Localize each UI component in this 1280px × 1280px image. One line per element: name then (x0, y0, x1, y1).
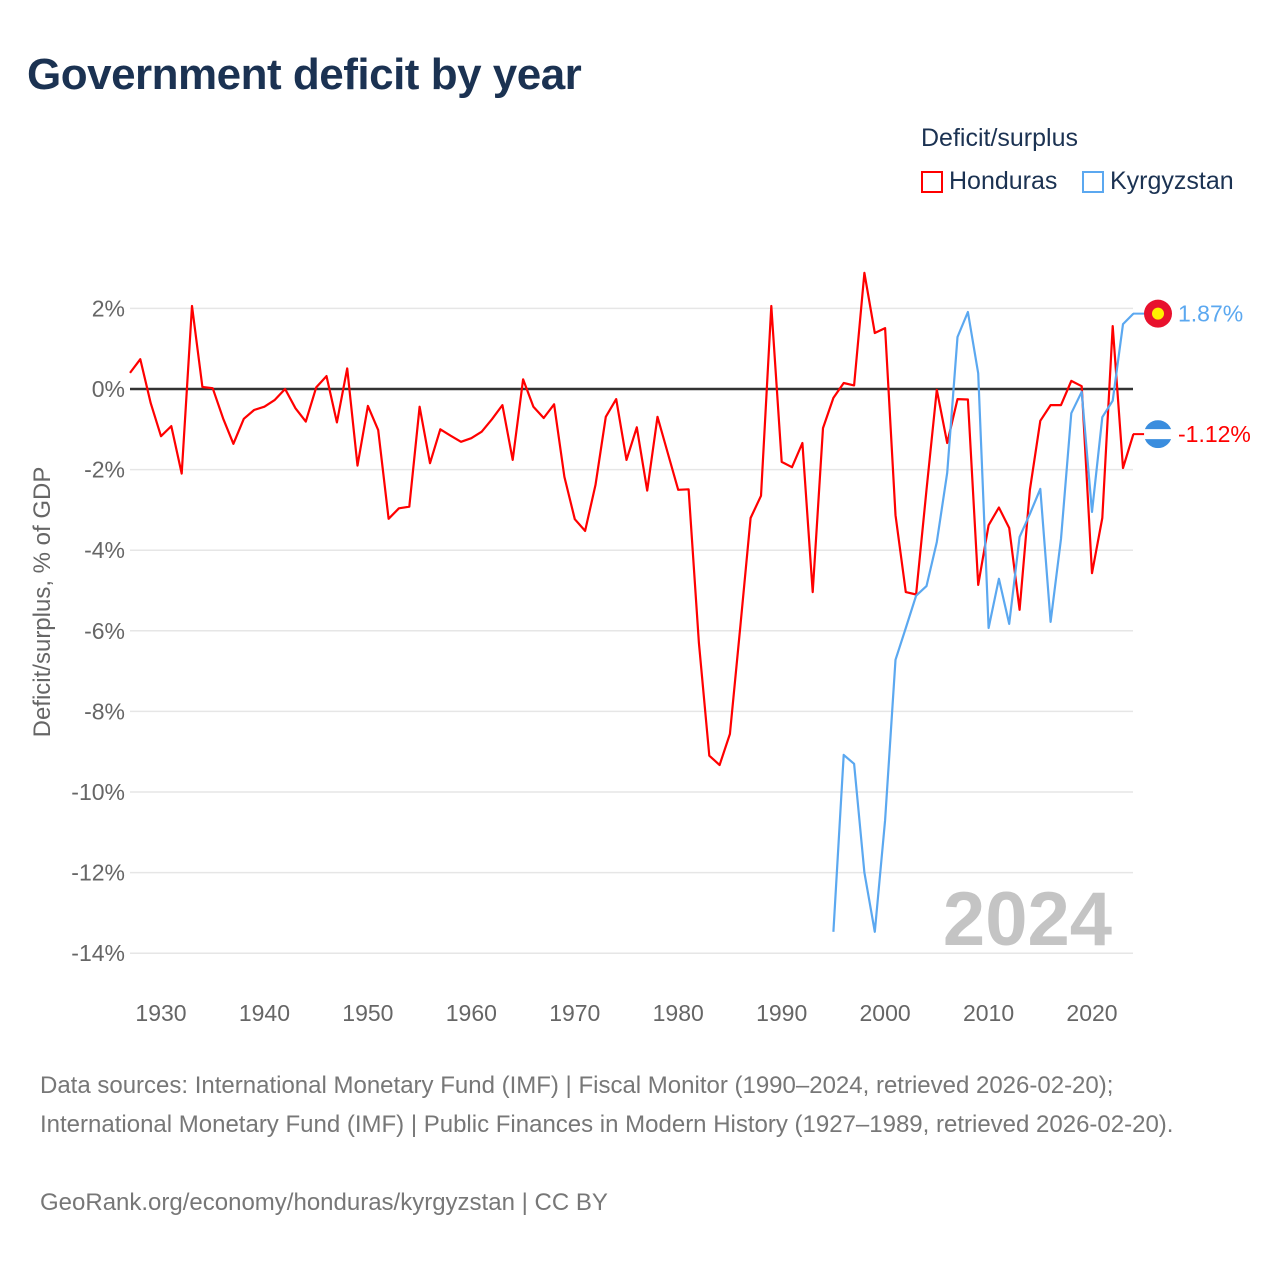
y-tick-label: 2% (92, 295, 125, 321)
series-line-kyrgyzstan (832, 310, 1135, 933)
y-tick-label: -6% (84, 618, 125, 644)
y-tick-label: -8% (84, 698, 125, 724)
line-chart: 2% 0% -2% -4% -6% -8% -10% -12% -14% 1930 1940 1950… (29, 271, 1251, 1026)
x-tick-label: 1930 (135, 1000, 186, 1026)
x-tick-label: 1980 (653, 1000, 704, 1026)
x-tick-label: 1970 (549, 1000, 600, 1026)
series-line-honduras (129, 271, 1135, 767)
data-sources: Data sources: International Monetary Fun… (40, 1072, 1174, 1138)
legend-title: Deficit/surplus (921, 124, 1078, 152)
y-tick-label: 0% (92, 376, 125, 402)
x-tick-label: 1950 (342, 1000, 393, 1026)
end-value-label: 1.87% (1178, 301, 1243, 327)
kyrgyzstan-flag-icon (1144, 299, 1172, 328)
flag-stripe (1144, 420, 1172, 430)
flag-stripe (1144, 439, 1172, 449)
credit-link[interactable]: GeoRank.org/economy/honduras/kyrgyzstan … (40, 1189, 608, 1216)
y-tick-label: -2% (84, 457, 125, 483)
end-value-label: -1.12% (1178, 421, 1251, 447)
legend-label: Honduras (949, 167, 1058, 195)
x-tick-label: 1940 (239, 1000, 290, 1026)
flag-sun (1152, 307, 1164, 320)
legend-label: Kyrgyzstan (1110, 167, 1234, 195)
x-tick-label: 1960 (446, 1000, 497, 1026)
legend-swatch-kyrgyzstan (1082, 170, 1104, 193)
legend-item-kyrgyzstan[interactable]: Kyrgyzstan (1082, 167, 1234, 196)
legend-item-honduras[interactable]: Honduras (921, 167, 1057, 196)
y-tick-label: -12% (71, 860, 125, 886)
y-axis-label: Deficit/surplus, % of GDP (29, 467, 56, 738)
x-tick-label: 2020 (1066, 1000, 1117, 1026)
x-tick-label: 2010 (963, 1000, 1014, 1026)
legend-swatch-honduras (921, 170, 943, 193)
x-tick-label: 2000 (860, 1000, 911, 1026)
y-tick-label: -10% (71, 779, 125, 805)
chart-title: Government deficit by year (27, 50, 582, 99)
year-watermark: 2024 (943, 877, 1112, 962)
honduras-flag-icon (1144, 420, 1172, 449)
y-tick-label: -14% (71, 940, 125, 966)
y-tick-label: -4% (84, 537, 125, 563)
x-tick-label: 1990 (756, 1000, 807, 1026)
